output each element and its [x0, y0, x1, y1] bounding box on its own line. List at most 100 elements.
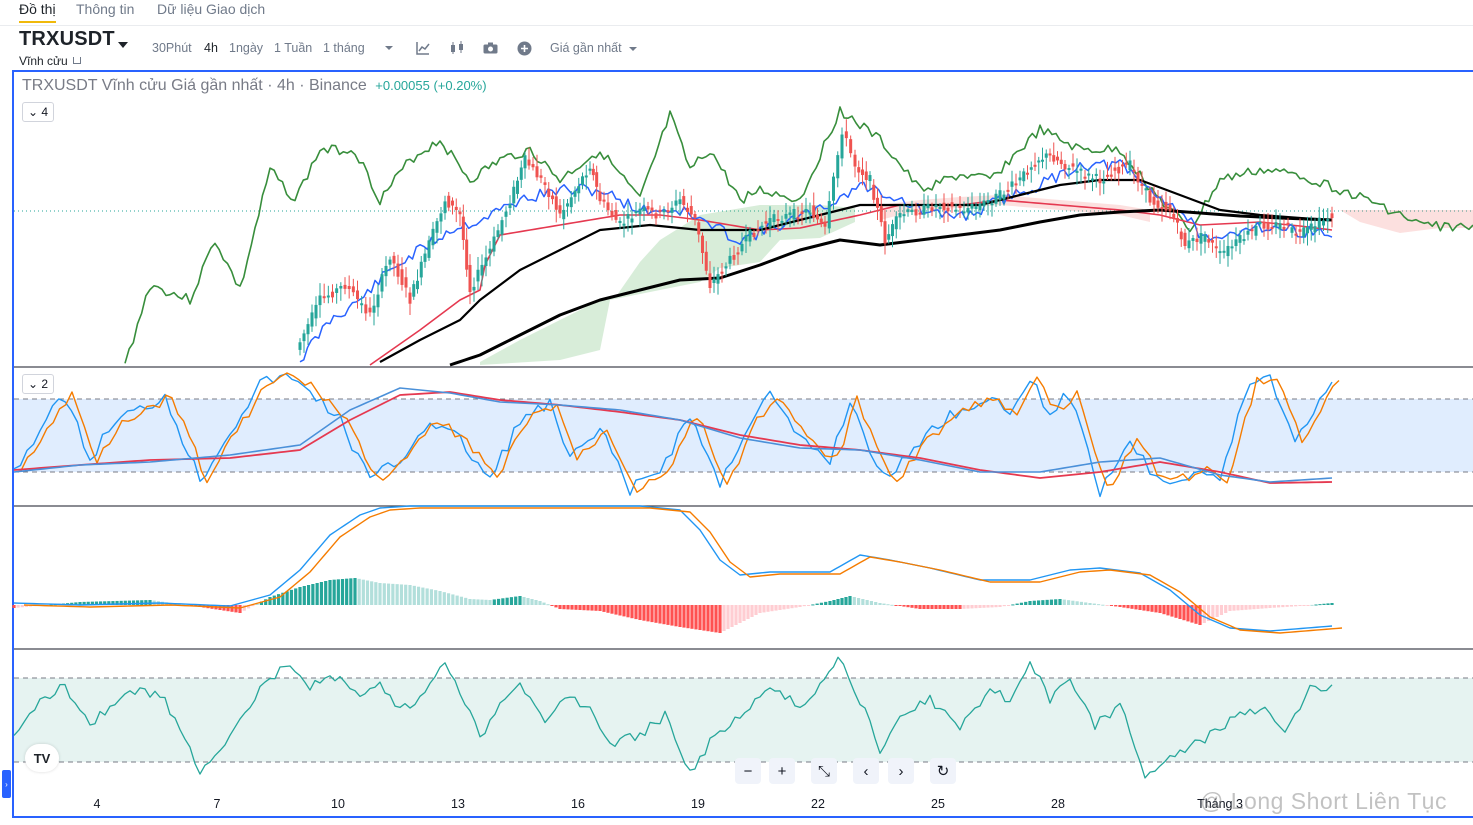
candle-body: [764, 221, 768, 224]
price-type-select[interactable]: Giá gần nhất: [550, 41, 622, 55]
candle-body: [1317, 217, 1321, 228]
macd-histogram-bar: [144, 600, 148, 605]
macd-histogram-bar: [148, 600, 152, 605]
timeframe-1m[interactable]: 1 tháng: [323, 41, 365, 55]
legend-change: +0.00055 (+0.20%): [375, 78, 487, 93]
symbol-name[interactable]: TRXUSDT: [19, 28, 115, 50]
candle-body: [302, 333, 306, 342]
macd-histogram-bar: [622, 605, 626, 617]
candle-body: [1330, 213, 1334, 219]
candle-body: [816, 214, 819, 220]
candle-body: [1136, 172, 1140, 183]
rsi-line: [13, 656, 1333, 779]
timeframe-1w[interactable]: 1 Tuần: [274, 41, 313, 55]
macd-histogram-bar: [1224, 605, 1228, 613]
timeframe-1d[interactable]: 1ngày: [229, 41, 264, 55]
macd-histogram-bar: [852, 597, 856, 605]
candle-body: [686, 207, 689, 212]
x-axis-label: Tháng 3: [1197, 797, 1243, 811]
candle-body: [1176, 217, 1179, 223]
timeframe-4h[interactable]: 4h: [204, 41, 218, 55]
candle-body: [427, 240, 431, 258]
tradingview-logo[interactable]: TV: [25, 744, 59, 772]
timeframe-30m[interactable]: 30Phút: [152, 41, 192, 55]
main-pane-collapse-button[interactable]: ⌄ 4: [22, 102, 55, 122]
candle-body: [468, 264, 472, 293]
candle-body: [454, 206, 458, 211]
macd-histogram-bar: [874, 602, 878, 605]
macd-histogram-bar: [690, 605, 694, 629]
candle-body: [800, 211, 804, 215]
candle-body: [772, 214, 776, 223]
candle-body: [827, 201, 831, 229]
macd-histogram-bar: [480, 599, 484, 605]
macd-histogram-bar: [1032, 600, 1036, 605]
legend-title: TRXUSDT Vĩnh cửu Giá gần nhất · 4h · Bin…: [22, 77, 367, 94]
symbol-dropdown-icon[interactable]: [118, 42, 128, 48]
scroll-right-button[interactable]: ›: [888, 758, 914, 784]
macd-histogram-bar: [353, 578, 357, 605]
candle-body: [1098, 178, 1102, 184]
candle-body: [646, 206, 650, 210]
candle-body: [697, 222, 701, 235]
chevron-down-icon[interactable]: [381, 40, 397, 56]
price-type-chevron-icon[interactable]: [625, 41, 641, 57]
candle-body: [1168, 204, 1172, 211]
candle-body: [408, 292, 412, 304]
tab-chart[interactable]: Đồ thị: [19, 1, 56, 23]
candle-body: [1056, 156, 1059, 161]
macd-histogram-bar: [421, 587, 425, 605]
macd-histogram-bar: [12, 605, 16, 608]
camera-icon[interactable]: [482, 40, 498, 56]
candle-body: [1018, 177, 1022, 181]
candle-body: [376, 294, 380, 308]
zoom-out-button[interactable]: −: [735, 758, 761, 784]
candle-body: [318, 295, 322, 306]
macd-histogram-bar: [82, 601, 86, 605]
candle-body: [1309, 223, 1313, 230]
chart-container[interactable]: [12, 70, 1473, 818]
macd-histogram-bar: [878, 603, 882, 605]
candle-body: [701, 235, 704, 253]
macd-histogram-bar: [869, 601, 874, 605]
candle-body: [864, 171, 868, 180]
candle-body: [682, 196, 686, 205]
macd-histogram-bar: [1006, 605, 1011, 606]
macd-histogram-bar: [1314, 604, 1318, 606]
candle-body: [551, 195, 554, 200]
macd-histogram-bar: [370, 581, 374, 605]
macd-histogram-bar: [848, 596, 852, 605]
tab-trading-data[interactable]: Dữ liệu Giao dịch: [157, 1, 266, 17]
chart-style-icon[interactable]: [449, 40, 465, 56]
ichimoku-cloud-red: [880, 195, 1473, 233]
candle-body: [472, 286, 476, 291]
candle-body: [1156, 200, 1160, 208]
stoch-pane-collapse-button[interactable]: ⌄ 2: [22, 374, 55, 394]
sidebar-toggle-icon[interactable]: ›: [2, 770, 11, 798]
macd-histogram-bar: [1166, 605, 1170, 616]
zoom-in-button[interactable]: +: [769, 758, 795, 784]
add-icon[interactable]: [516, 40, 532, 56]
macd-histogram-bar: [24, 605, 28, 607]
candle-body: [1152, 196, 1156, 205]
scroll-left-button[interactable]: ‹: [853, 758, 879, 784]
candle-body: [1306, 226, 1309, 234]
candle-body: [1010, 181, 1014, 187]
tab-info[interactable]: Thông tin: [76, 1, 135, 17]
reset-chart-button[interactable]: ↻: [930, 758, 956, 784]
macd-histogram-bar: [103, 601, 107, 605]
candle-body: [500, 220, 504, 235]
candle-body: [898, 213, 902, 218]
macd-histogram-bar: [472, 599, 476, 605]
indicator-icon[interactable]: [415, 40, 431, 56]
candle-body: [598, 191, 602, 202]
macd-histogram-bar: [815, 603, 819, 605]
macd-histogram-bar: [1066, 600, 1071, 605]
candle-body: [1006, 189, 1010, 192]
candle-body: [678, 199, 682, 205]
candle-body: [335, 288, 339, 293]
candle-body: [974, 206, 978, 210]
candle-body: [380, 274, 384, 292]
reset-scale-button[interactable]: ⤡: [811, 758, 837, 784]
